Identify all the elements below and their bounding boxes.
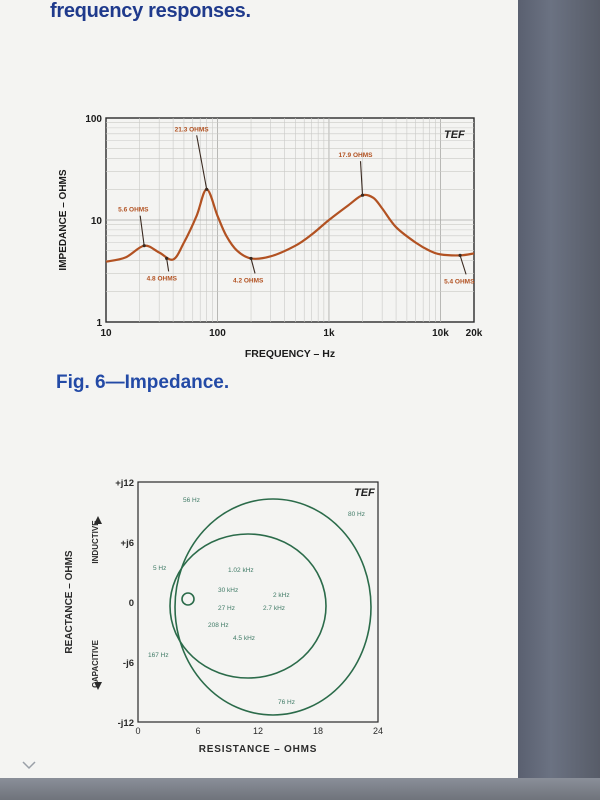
polar-y-tick-label: -j6 [123, 658, 134, 669]
annotation-label: 4.8 OHMS [147, 275, 178, 282]
inductive-arrow-icon [94, 516, 102, 524]
desk-background-bottom [0, 778, 600, 800]
polar-brand-label: TEF [354, 487, 375, 499]
annotation-leader [166, 258, 170, 272]
polar-annotation-label: 56 Hz [183, 497, 200, 504]
polar-loop [174, 498, 372, 716]
x-tick-label: 20k [466, 328, 483, 339]
polar-x-tick-label: 6 [195, 726, 200, 736]
x-tick-label: 1k [323, 328, 335, 339]
chevron-down-icon [22, 761, 36, 770]
impedance-curve [105, 188, 475, 263]
polar-x-tick-label: 12 [253, 726, 263, 736]
impedance-brand-label: TEF [444, 129, 465, 141]
polar-y-tick-label: +j6 [121, 538, 134, 549]
polar-capacitive-label: CAPACITIVE [91, 639, 100, 688]
polar-x-axis-label: RESISTANCE – OHMS [199, 744, 317, 755]
x-tick-label: 10k [432, 328, 449, 339]
polar-x-tick-label: 24 [373, 726, 383, 736]
annotation-label: 17.9 OHMS [339, 152, 374, 159]
impedance-y-axis-label: IMPEDANCE – OHMS [58, 169, 69, 270]
polar-annotation-label: 1.02 kHz [228, 567, 254, 574]
polar-annotation-label: 167 Hz [148, 652, 169, 659]
impedance-annotations: 5.6 OHMS 4.8 OHMS 21.3 OHMS 4.2 OHMS 17.9 OH… [118, 126, 475, 285]
polar-annotation-label: 30 kHz [218, 587, 238, 594]
polar-annotation-label: 208 Hz [208, 622, 229, 629]
impedance-x-ticks: 10 100 1k 10k 20k [100, 328, 482, 339]
annotation-leader [459, 255, 467, 275]
annotation-label: 4.2 OHMS [233, 277, 264, 284]
polar-annotation-label: 76 Hz [278, 699, 295, 706]
polar-annotation-label: 27 Hz [218, 605, 235, 612]
polar-y-tick-label: 0 [129, 598, 134, 609]
annotation-leader [139, 215, 145, 246]
polar-y-tick-label: +j12 [115, 478, 134, 489]
annotation-label: 5.6 OHMS [118, 207, 149, 214]
polar-loops [169, 498, 372, 716]
polar-annotation-label: 2 kHz [273, 592, 290, 599]
impedance-chart: 5.6 OHMS 4.8 OHMS 21.3 OHMS 4.2 OHMS 17.9 OH… [58, 114, 483, 360]
y-tick-label: 1 [96, 318, 102, 329]
impedance-gridlines [106, 118, 474, 322]
polar-impedance-chart: 56 Hz 80 Hz 5 Hz 1.02 kHz 30 kHz 2 kHz 27 Hz 2.… [64, 478, 383, 755]
x-tick-label: 100 [209, 328, 226, 339]
polar-x-ticks: 0 6 12 18 24 [135, 726, 383, 736]
polar-inductive-label: INDUCTIVE [91, 520, 100, 564]
x-tick-label: 10 [100, 328, 112, 339]
figure-caption: Fig. 6—Impedance. [56, 372, 230, 393]
section-heading: frequency responses. [50, 0, 251, 22]
polar-annotation-label: 4.5 kHz [233, 635, 255, 642]
polar-annotation-label: 2.7 kHz [263, 605, 285, 612]
polar-x-tick-label: 0 [135, 726, 140, 736]
y-tick-label: 10 [91, 216, 103, 227]
capacitive-arrow-icon [94, 682, 102, 690]
annotation-leader [196, 135, 208, 190]
annotation-leader [359, 161, 364, 196]
polar-plot-frame [137, 481, 379, 723]
annotation-label: 5.4 OHMS [444, 278, 475, 285]
annotation-leader [250, 258, 256, 274]
y-tick-label: 100 [85, 114, 102, 125]
annotation-point [165, 256, 169, 261]
impedance-x-axis-label: FREQUENCY – Hz [245, 348, 335, 360]
annotation-label: 21.3 OHMS [175, 126, 210, 133]
annotation-point [360, 193, 365, 197]
document-page: frequency responses. 5.6 OHMS 4.8 OHMS 21.… [0, 0, 518, 778]
polar-y-axis-label: REACTANCE – OHMS [64, 550, 75, 653]
polar-y-tick-label: -j12 [118, 718, 134, 729]
polar-x-tick-label: 18 [313, 726, 323, 736]
polar-annotation-label: 5 Hz [153, 565, 166, 572]
annotation-point [249, 256, 253, 261]
desk-background-right [518, 0, 600, 800]
annotation-point [458, 253, 462, 257]
impedance-y-ticks: 1 10 100 [85, 114, 102, 329]
polar-annotations: 56 Hz 80 Hz 5 Hz 1.02 kHz 30 kHz 2 kHz 27 Hz 2.… [148, 497, 365, 706]
polar-y-ticks: +j12 +j6 0 -j6 -j12 [115, 478, 134, 729]
annotation-point [142, 244, 146, 248]
polar-loop [181, 592, 195, 606]
annotation-point [205, 187, 209, 191]
polar-annotation-label: 80 Hz [348, 511, 365, 518]
polar-loop [169, 533, 327, 679]
